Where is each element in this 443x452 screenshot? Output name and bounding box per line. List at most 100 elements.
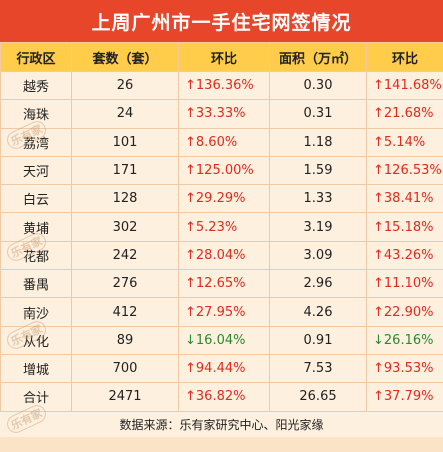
area-change-cell: ↑43.26% <box>366 240 443 271</box>
change-value: 43.26% <box>383 247 434 263</box>
arrow-down-icon: ↓ <box>373 332 384 348</box>
change-value: 15.18% <box>383 219 434 235</box>
area-cell: 0.30 <box>269 70 367 101</box>
change-value: 27.95% <box>195 304 246 320</box>
arrow-up-icon: ↑ <box>373 134 384 150</box>
table-row: 白云 128 ↑29.29% 1.33 ↑38.41% <box>0 184 443 214</box>
header-district: 行政区 <box>0 42 72 72</box>
area-change-cell: ↑22.90% <box>366 297 443 327</box>
arrow-up-icon: ↑ <box>185 219 196 235</box>
units-cell: 302 <box>71 212 179 242</box>
area-change-cell: ↑21.68% <box>366 99 443 129</box>
arrow-up-icon: ↑ <box>185 304 196 320</box>
area-change-cell: ↓26.16% <box>366 325 443 355</box>
units-cell: 128 <box>71 184 179 214</box>
change-value: 28.04% <box>195 247 246 263</box>
table-row: 番禺 276 ↑12.65% 2.96 ↑11.10% <box>0 269 443 299</box>
units-change-cell: ↑36.82% <box>178 382 270 412</box>
arrow-up-icon: ↑ <box>185 134 196 150</box>
change-value: 12.65% <box>195 276 246 292</box>
sales-table: 行政区 套数（套） 环比 面积（万㎡） 环比 越秀 26 ↑136.36% 0.30 ↑… <box>0 42 443 412</box>
units-change-cell: ↑94.44% <box>178 353 270 384</box>
header-row: 行政区 套数（套） 环比 面积（万㎡） 环比 <box>0 42 443 72</box>
table-row: 越秀 26 ↑136.36% 0.30 ↑141.68% <box>0 70 443 101</box>
arrow-up-icon: ↑ <box>185 106 196 122</box>
units-change-cell: ↑136.36% <box>178 70 270 101</box>
area-change-cell: ↑38.41% <box>366 184 443 214</box>
units-change-cell: ↑8.60% <box>178 127 270 157</box>
change-value: 37.79% <box>383 389 434 405</box>
arrow-up-icon: ↑ <box>185 191 196 207</box>
table-row: 黄埔 302 ↑5.23% 3.19 ↑15.18% <box>0 212 443 242</box>
area-cell: 1.33 <box>269 184 367 214</box>
arrow-up-icon: ↑ <box>185 78 196 94</box>
units-cell: 26 <box>71 70 179 101</box>
change-value: 36.82% <box>195 389 246 405</box>
table-title: 上周广州市一手住宅网签情况 <box>0 0 443 42</box>
change-value: 5.14% <box>383 134 426 150</box>
district-cell: 南沙 <box>0 297 72 327</box>
district-cell: 天河 <box>0 155 72 186</box>
table-row: 天河 171 ↑125.00% 1.59 ↑126.53% <box>0 155 443 186</box>
arrow-up-icon: ↑ <box>373 191 384 207</box>
units-change-cell: ↑5.23% <box>178 212 270 242</box>
data-source-note: 数据来源：乐有家研究中心、阳光家缘 <box>0 411 443 437</box>
change-value: 11.10% <box>383 276 434 292</box>
district-cell: 白云 <box>0 184 72 214</box>
area-change-cell: ↑93.53% <box>366 353 443 384</box>
change-value: 136.36% <box>195 78 254 94</box>
area-cell: 0.91 <box>269 325 367 355</box>
units-change-cell: ↑12.65% <box>178 269 270 299</box>
table-row: 合计 2471 ↑36.82% 26.65 ↑37.79% <box>0 382 443 412</box>
units-change-cell: ↑125.00% <box>178 155 270 186</box>
change-value: 141.68% <box>383 78 442 94</box>
change-value: 125.00% <box>195 163 254 179</box>
area-change-cell: ↑126.53% <box>366 155 443 186</box>
arrow-up-icon: ↑ <box>185 247 196 263</box>
units-cell: 276 <box>71 269 179 299</box>
area-cell: 3.09 <box>269 240 367 271</box>
units-cell: 412 <box>71 297 179 327</box>
area-cell: 1.18 <box>269 127 367 157</box>
units-cell: 89 <box>71 325 179 355</box>
change-value: 29.29% <box>195 191 246 207</box>
change-value: 21.68% <box>383 106 434 122</box>
units-change-cell: ↑33.33% <box>178 99 270 129</box>
district-cell: 番禺 <box>0 269 72 299</box>
area-cell: 0.31 <box>269 99 367 129</box>
arrow-up-icon: ↑ <box>373 276 384 292</box>
table-row: 荔湾 101 ↑8.60% 1.18 ↑5.14% <box>0 127 443 157</box>
area-change-cell: ↑11.10% <box>366 269 443 299</box>
units-change-cell: ↑27.95% <box>178 297 270 327</box>
change-value: 38.41% <box>383 191 434 207</box>
units-cell: 171 <box>71 155 179 186</box>
area-cell: 3.19 <box>269 212 367 242</box>
header-area: 面积（万㎡） <box>269 42 367 72</box>
area-cell: 7.53 <box>269 353 367 384</box>
district-cell: 从化 <box>0 325 72 355</box>
district-cell: 海珠 <box>0 99 72 129</box>
arrow-down-icon: ↓ <box>185 332 196 348</box>
change-value: 5.23% <box>195 219 238 235</box>
area-change-cell: ↑5.14% <box>366 127 443 157</box>
units-cell: 24 <box>71 99 179 129</box>
area-change-cell: ↑37.79% <box>366 382 443 412</box>
arrow-up-icon: ↑ <box>373 247 384 263</box>
arrow-up-icon: ↑ <box>373 361 384 377</box>
header-units: 套数（套） <box>71 42 179 72</box>
district-cell: 增城 <box>0 353 72 384</box>
area-cell: 1.59 <box>269 155 367 186</box>
units-change-cell: ↑28.04% <box>178 240 270 271</box>
change-value: 22.90% <box>383 304 434 320</box>
header-units-change: 环比 <box>178 42 270 72</box>
units-cell: 242 <box>71 240 179 271</box>
arrow-up-icon: ↑ <box>373 389 384 405</box>
arrow-up-icon: ↑ <box>373 219 384 235</box>
arrow-up-icon: ↑ <box>185 163 196 179</box>
table-row: 南沙 412 ↑27.95% 4.26 ↑22.90% <box>0 297 443 327</box>
units-change-cell: ↑29.29% <box>178 184 270 214</box>
table-row: 海珠 24 ↑33.33% 0.31 ↑21.68% <box>0 99 443 129</box>
change-value: 94.44% <box>195 361 246 377</box>
change-value: 26.16% <box>383 332 434 348</box>
